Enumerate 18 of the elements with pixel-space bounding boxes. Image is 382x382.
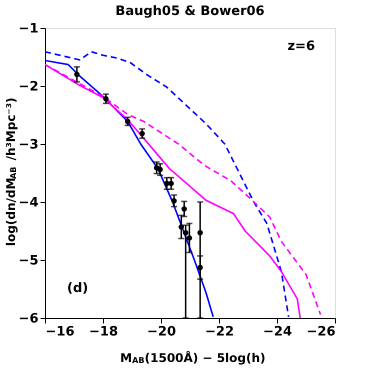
chart-title: Baugh05 & Bower06: [115, 4, 265, 19]
y-tick-label: −6: [18, 312, 38, 326]
x-tick-label: −22: [205, 324, 234, 340]
y-tick-label: −2: [18, 80, 38, 94]
y-tick-label: −5: [18, 254, 38, 268]
annotation: z=6: [287, 39, 315, 54]
x-tick-label: −16: [46, 324, 74, 340]
y-tick-label: −4: [18, 196, 38, 210]
y-tick-label: −1: [18, 22, 38, 36]
x-tick-label: −20: [147, 324, 176, 340]
x-tick-label: −18: [89, 324, 118, 340]
x-axis-title: MAB(1500Å) − 5log(h): [120, 350, 266, 365]
x-tick-label: −26: [306, 324, 336, 340]
x-tick-label: −24: [263, 324, 292, 340]
annotation: (d): [67, 281, 88, 296]
line-series: [45, 60, 214, 318]
y-tick-label: −3: [18, 138, 38, 152]
y-axis-title: log(dn/dMAB /h³Mpc⁻³): [4, 97, 18, 246]
